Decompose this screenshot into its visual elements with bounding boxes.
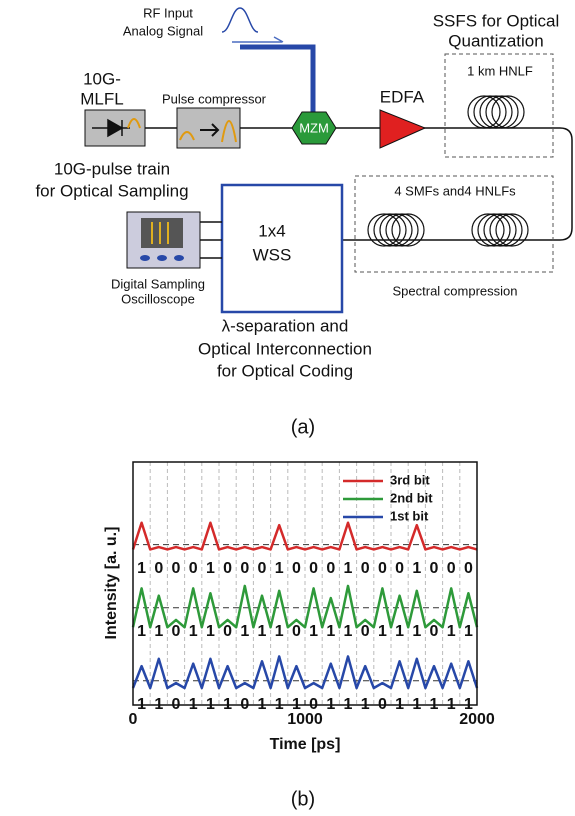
label: for Optical Sampling bbox=[35, 181, 188, 200]
label: EDFA bbox=[380, 87, 425, 106]
bit-label: 1 bbox=[137, 623, 146, 640]
label: 1x4 bbox=[258, 221, 285, 240]
bit-label: 1 bbox=[240, 623, 249, 640]
bit-label: 0 bbox=[326, 560, 335, 577]
label: for Optical Coding bbox=[217, 361, 353, 380]
y-axis-label: Intensity [a. u.] bbox=[103, 527, 120, 640]
label: WSS bbox=[253, 245, 292, 264]
label: 4 SMFs and4 HNLFs bbox=[394, 183, 516, 198]
bit-label: 1 bbox=[344, 560, 353, 577]
bit-label: 0 bbox=[361, 560, 370, 577]
bit-label: 1 bbox=[206, 560, 215, 577]
label: Pulse compressor bbox=[162, 91, 267, 106]
bit-label: 0 bbox=[172, 560, 181, 577]
diagram: RF Input Analog Signal 10G- MLFL Pulse c… bbox=[35, 5, 572, 438]
label: Optical Interconnection bbox=[198, 339, 372, 358]
label: Digital Sampling bbox=[111, 276, 205, 291]
x-tick-label: 1000 bbox=[287, 711, 323, 728]
bit-label: 1 bbox=[344, 623, 353, 640]
figure: RF Input Analog Signal 10G- MLFL Pulse c… bbox=[0, 0, 575, 816]
bit-label: 0 bbox=[223, 560, 232, 577]
bit-label: 1 bbox=[395, 623, 404, 640]
bit-label: 0 bbox=[378, 560, 387, 577]
bit-label: 1 bbox=[326, 623, 335, 640]
label: 1 km HNLF bbox=[467, 63, 533, 78]
bit-label: 0 bbox=[258, 560, 267, 577]
label: Spectral compression bbox=[393, 283, 518, 298]
compressor-box bbox=[177, 108, 240, 148]
x-tick-label: 2000 bbox=[459, 711, 495, 728]
x-axis-label: Time [ps] bbox=[270, 736, 341, 753]
bit-label: 1 bbox=[412, 560, 421, 577]
data-line bbox=[133, 586, 477, 627]
signal-icon bbox=[222, 8, 258, 32]
label: MZM bbox=[299, 120, 329, 135]
page: {"diagram": { "rf_input": "RF Input", "a… bbox=[0, 0, 575, 816]
label: 10G-pulse train bbox=[54, 159, 170, 178]
bit-label: 1 bbox=[412, 623, 421, 640]
fiber-coil bbox=[468, 96, 524, 128]
bit-label: 0 bbox=[292, 560, 301, 577]
arrow bbox=[232, 37, 283, 42]
legend-label: 1st bit bbox=[390, 508, 429, 523]
caption: (b) bbox=[291, 788, 315, 810]
label: 10G- bbox=[83, 69, 121, 88]
bit-label: 0 bbox=[464, 560, 473, 577]
bit-label: 0 bbox=[309, 560, 318, 577]
label: RF Input bbox=[143, 5, 193, 20]
fiber-coil bbox=[368, 214, 528, 246]
bit-label: 0 bbox=[189, 560, 198, 577]
bit-label: 0 bbox=[172, 623, 181, 640]
bit-label: 1 bbox=[309, 623, 318, 640]
bit-label: 0 bbox=[154, 560, 163, 577]
legend-label: 2nd bit bbox=[390, 490, 433, 505]
caption: (a) bbox=[291, 416, 315, 438]
bit-label: 0 bbox=[240, 560, 249, 577]
label: Quantization bbox=[448, 31, 543, 50]
label: SSFS for Optical bbox=[433, 11, 560, 30]
bit-label: 1 bbox=[275, 560, 284, 577]
bit-label: 0 bbox=[361, 623, 370, 640]
bit-label: 1 bbox=[137, 560, 146, 577]
bit-label: 1 bbox=[378, 623, 387, 640]
bit-label: 1 bbox=[447, 623, 456, 640]
bit-label: 1 bbox=[206, 623, 215, 640]
x-tick-label: 0 bbox=[129, 711, 138, 728]
bit-label: 1 bbox=[189, 623, 198, 640]
bit-label: 0 bbox=[447, 560, 456, 577]
label: λ-separation and bbox=[222, 316, 349, 335]
bit-label: 0 bbox=[430, 560, 439, 577]
edfa bbox=[380, 110, 425, 148]
bit-label: 0 bbox=[430, 623, 439, 640]
bit-label: 0 bbox=[223, 623, 232, 640]
bit-label: 1 bbox=[464, 623, 473, 640]
legend-label: 3rd bit bbox=[390, 472, 430, 487]
label: Analog Signal bbox=[123, 23, 203, 38]
label: Oscilloscope bbox=[121, 291, 195, 306]
bit-label: 1 bbox=[258, 623, 267, 640]
bit-label: 0 bbox=[292, 623, 301, 640]
connector bbox=[200, 222, 222, 258]
bit-label: 0 bbox=[395, 560, 404, 577]
scope-knobs bbox=[140, 255, 184, 261]
bit-label: 1 bbox=[154, 623, 163, 640]
bit-label: 1 bbox=[275, 623, 284, 640]
scope-screen bbox=[141, 218, 183, 248]
label: MLFL bbox=[80, 89, 123, 108]
